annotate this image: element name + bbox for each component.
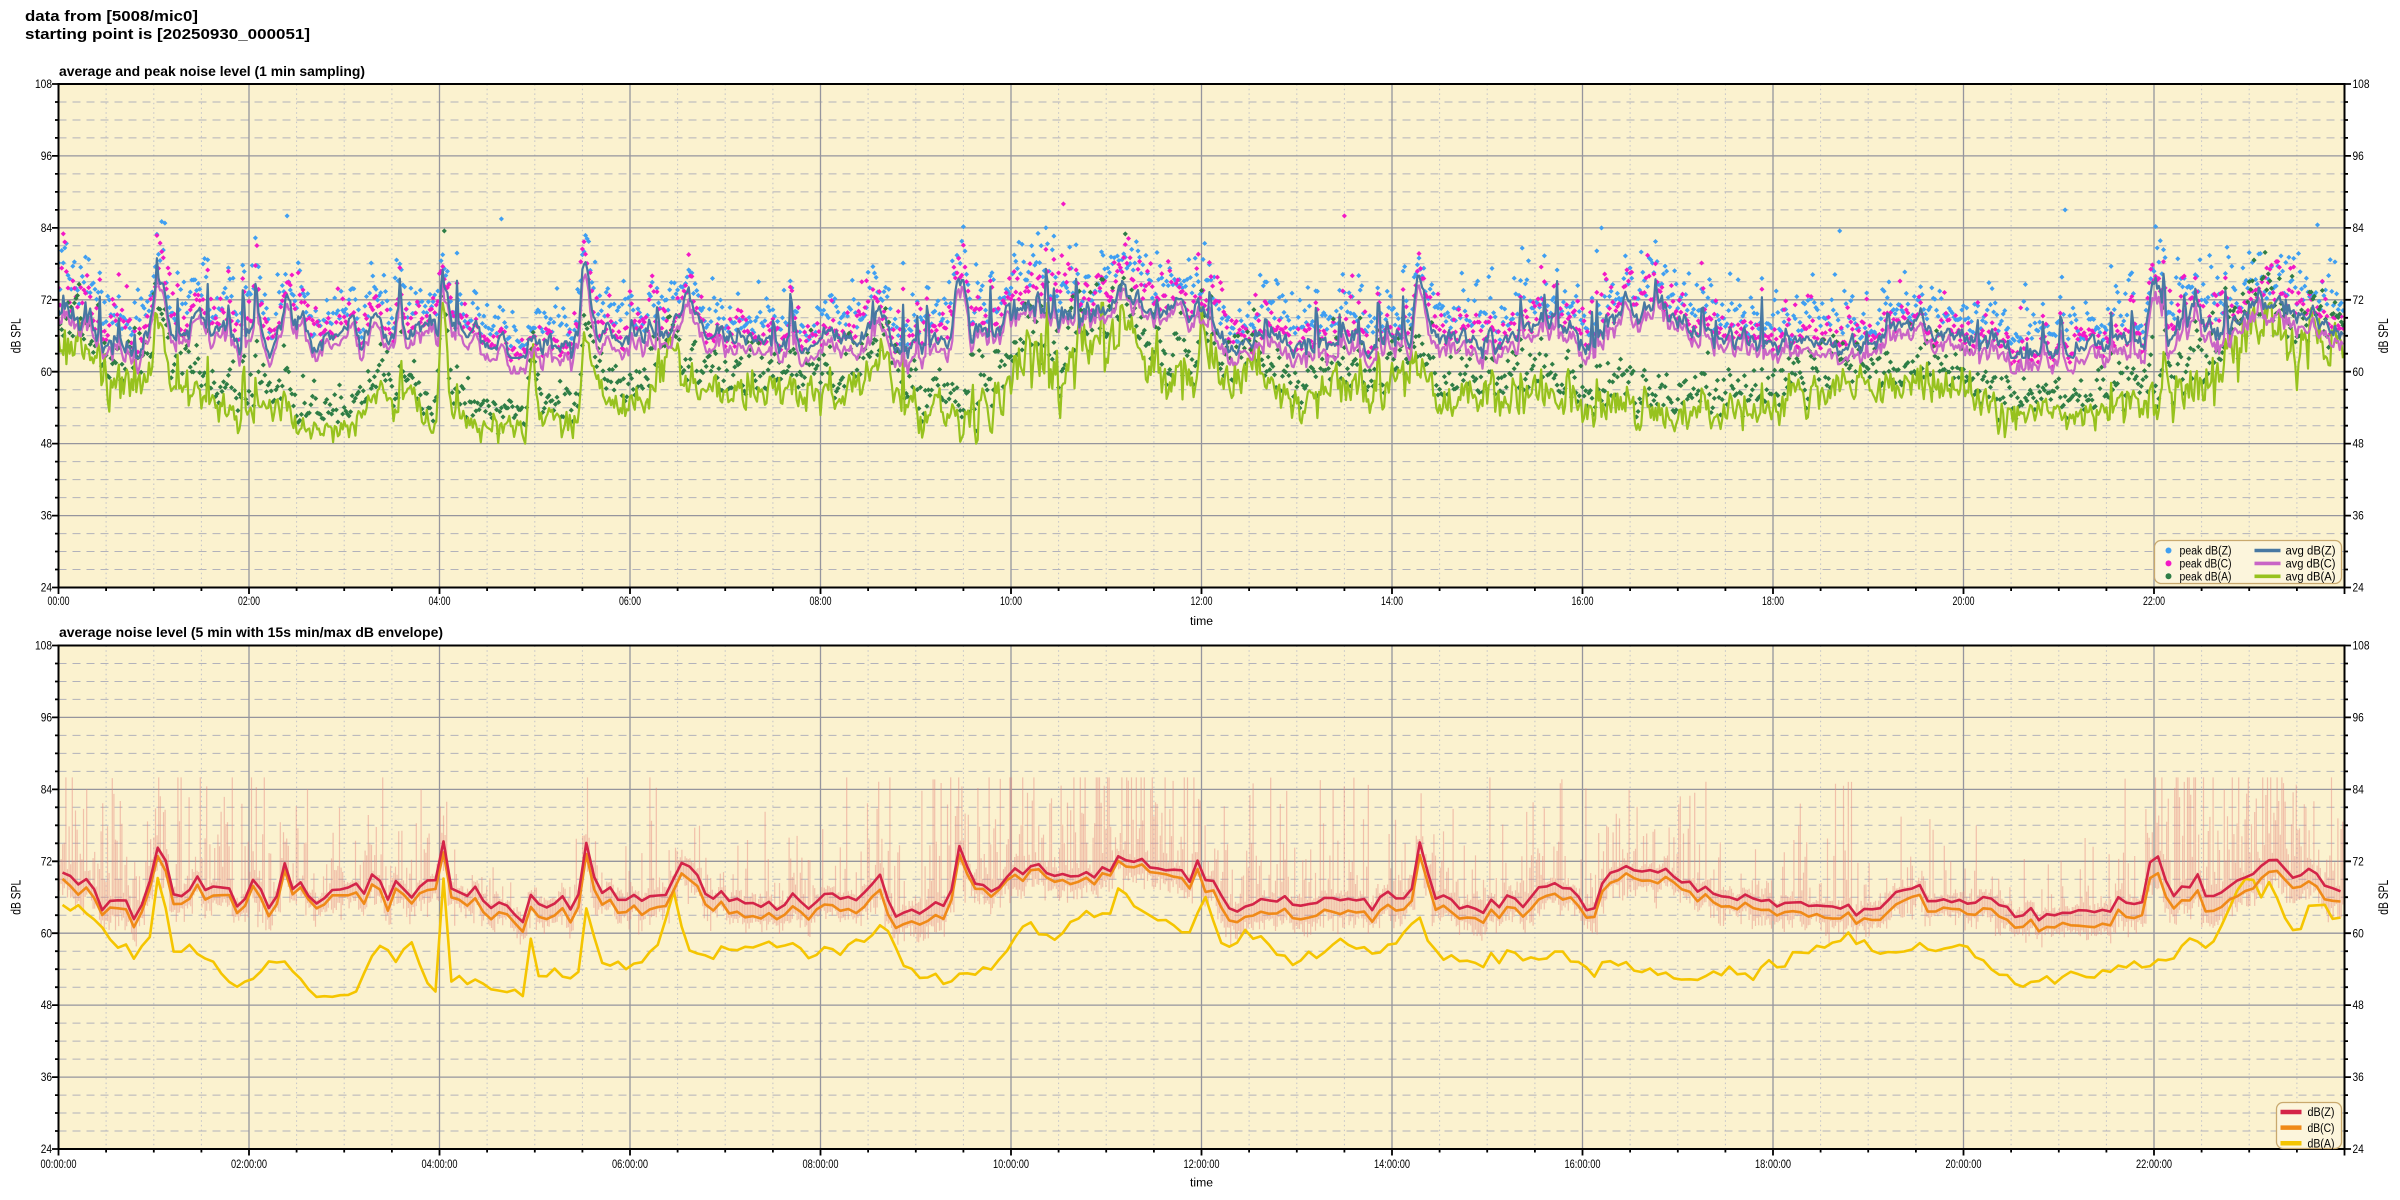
svg-text:10:00:00: 10:00:00 (993, 1159, 1029, 1171)
svg-text:dB SPL: dB SPL (9, 318, 24, 353)
svg-text:06:00:00: 06:00:00 (612, 1159, 648, 1171)
svg-text:00:00: 00:00 (48, 596, 70, 608)
svg-text:72: 72 (41, 856, 52, 868)
svg-text:average and peak noise level (: average and peak noise level (1 min samp… (59, 63, 365, 79)
svg-text:dB(C): dB(C) (2308, 1123, 2335, 1135)
svg-text:60: 60 (2353, 367, 2364, 379)
svg-text:72: 72 (2353, 295, 2364, 307)
svg-text:96: 96 (41, 151, 52, 163)
svg-text:peak dB(Z): peak dB(Z) (2180, 546, 2232, 558)
svg-text:96: 96 (2353, 151, 2364, 163)
svg-text:84: 84 (41, 785, 53, 797)
svg-text:dB SPL: dB SPL (2376, 879, 2391, 914)
svg-text:02:00: 02:00 (238, 596, 260, 608)
svg-text:48: 48 (41, 439, 52, 451)
svg-text:14:00:00: 14:00:00 (1374, 1159, 1410, 1171)
svg-text:48: 48 (2353, 439, 2364, 451)
svg-text:dB(A): dB(A) (2308, 1138, 2335, 1150)
svg-text:22:00: 22:00 (2143, 596, 2165, 608)
svg-text:36: 36 (2353, 1072, 2364, 1084)
svg-text:108: 108 (35, 79, 52, 91)
svg-text:108: 108 (35, 641, 52, 653)
svg-text:peak dB(A): peak dB(A) (2180, 572, 2232, 584)
svg-text:16:00: 16:00 (1572, 596, 1594, 608)
svg-text:24: 24 (2353, 583, 2365, 595)
svg-text:avg dB(A): avg dB(A) (2286, 572, 2336, 584)
svg-text:08:00: 08:00 (810, 596, 832, 608)
svg-text:24: 24 (41, 583, 53, 595)
svg-text:dB SPL: dB SPL (2376, 318, 2391, 353)
svg-text:time: time (1190, 616, 1213, 628)
svg-text:84: 84 (2353, 223, 2365, 235)
svg-text:data from [5008/mic0]: data from [5008/mic0] (25, 8, 198, 25)
svg-text:108: 108 (2353, 79, 2370, 91)
svg-text:108: 108 (2353, 641, 2370, 653)
svg-text:22:00:00: 22:00:00 (2136, 1159, 2172, 1171)
svg-text:12:00: 12:00 (1191, 596, 1213, 608)
svg-text:avg dB(C): avg dB(C) (2286, 559, 2336, 571)
svg-text:14:00: 14:00 (1381, 596, 1403, 608)
svg-text:peak dB(C): peak dB(C) (2180, 559, 2232, 571)
svg-text:24: 24 (41, 1144, 53, 1156)
svg-text:48: 48 (2353, 1000, 2364, 1012)
svg-text:96: 96 (2353, 713, 2364, 725)
svg-text:10:00: 10:00 (1000, 596, 1022, 608)
svg-text:60: 60 (41, 928, 52, 940)
svg-text:16:00:00: 16:00:00 (1565, 1159, 1601, 1171)
svg-text:20:00:00: 20:00:00 (1946, 1159, 1982, 1171)
svg-text:72: 72 (41, 295, 52, 307)
svg-text:36: 36 (2353, 511, 2364, 523)
svg-text:avg dB(Z): avg dB(Z) (2286, 546, 2336, 558)
svg-text:dB SPL: dB SPL (9, 879, 24, 914)
svg-text:48: 48 (41, 1000, 52, 1012)
svg-text:04:00:00: 04:00:00 (422, 1159, 458, 1171)
svg-text:06:00: 06:00 (619, 596, 641, 608)
svg-text:20:00: 20:00 (1953, 596, 1975, 608)
svg-text:18:00: 18:00 (1762, 596, 1784, 608)
svg-text:time: time (1190, 1178, 1213, 1190)
svg-text:60: 60 (2353, 928, 2364, 940)
svg-text:08:00:00: 08:00:00 (803, 1159, 839, 1171)
svg-text:00:00:00: 00:00:00 (41, 1159, 77, 1171)
svg-text:02:00:00: 02:00:00 (231, 1159, 267, 1171)
svg-text:36: 36 (41, 1072, 52, 1084)
svg-text:84: 84 (2353, 785, 2365, 797)
svg-text:12:00:00: 12:00:00 (1184, 1159, 1220, 1171)
svg-text:60: 60 (41, 367, 52, 379)
svg-text:18:00:00: 18:00:00 (1755, 1159, 1791, 1171)
svg-text:04:00: 04:00 (429, 596, 451, 608)
svg-text:96: 96 (41, 713, 52, 725)
svg-text:72: 72 (2353, 856, 2364, 868)
svg-text:24: 24 (2353, 1144, 2365, 1156)
svg-text:dB(Z): dB(Z) (2308, 1107, 2335, 1119)
svg-text:36: 36 (41, 511, 52, 523)
svg-text:starting point is [20250930_00: starting point is [20250930_000051] (25, 26, 310, 43)
svg-text:84: 84 (41, 223, 53, 235)
svg-text:average noise level (5 min wit: average noise level (5 min with 15s min/… (59, 624, 443, 640)
